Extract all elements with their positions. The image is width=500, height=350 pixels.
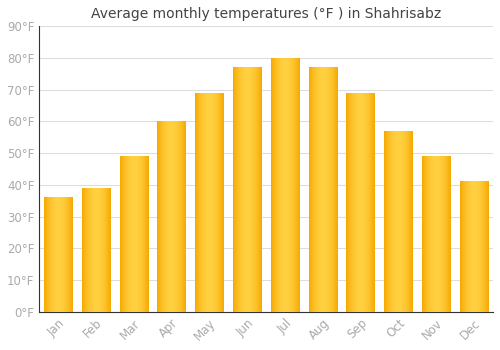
Title: Average monthly temperatures (°F ) in Shahrisabz: Average monthly temperatures (°F ) in Sh… — [91, 7, 441, 21]
